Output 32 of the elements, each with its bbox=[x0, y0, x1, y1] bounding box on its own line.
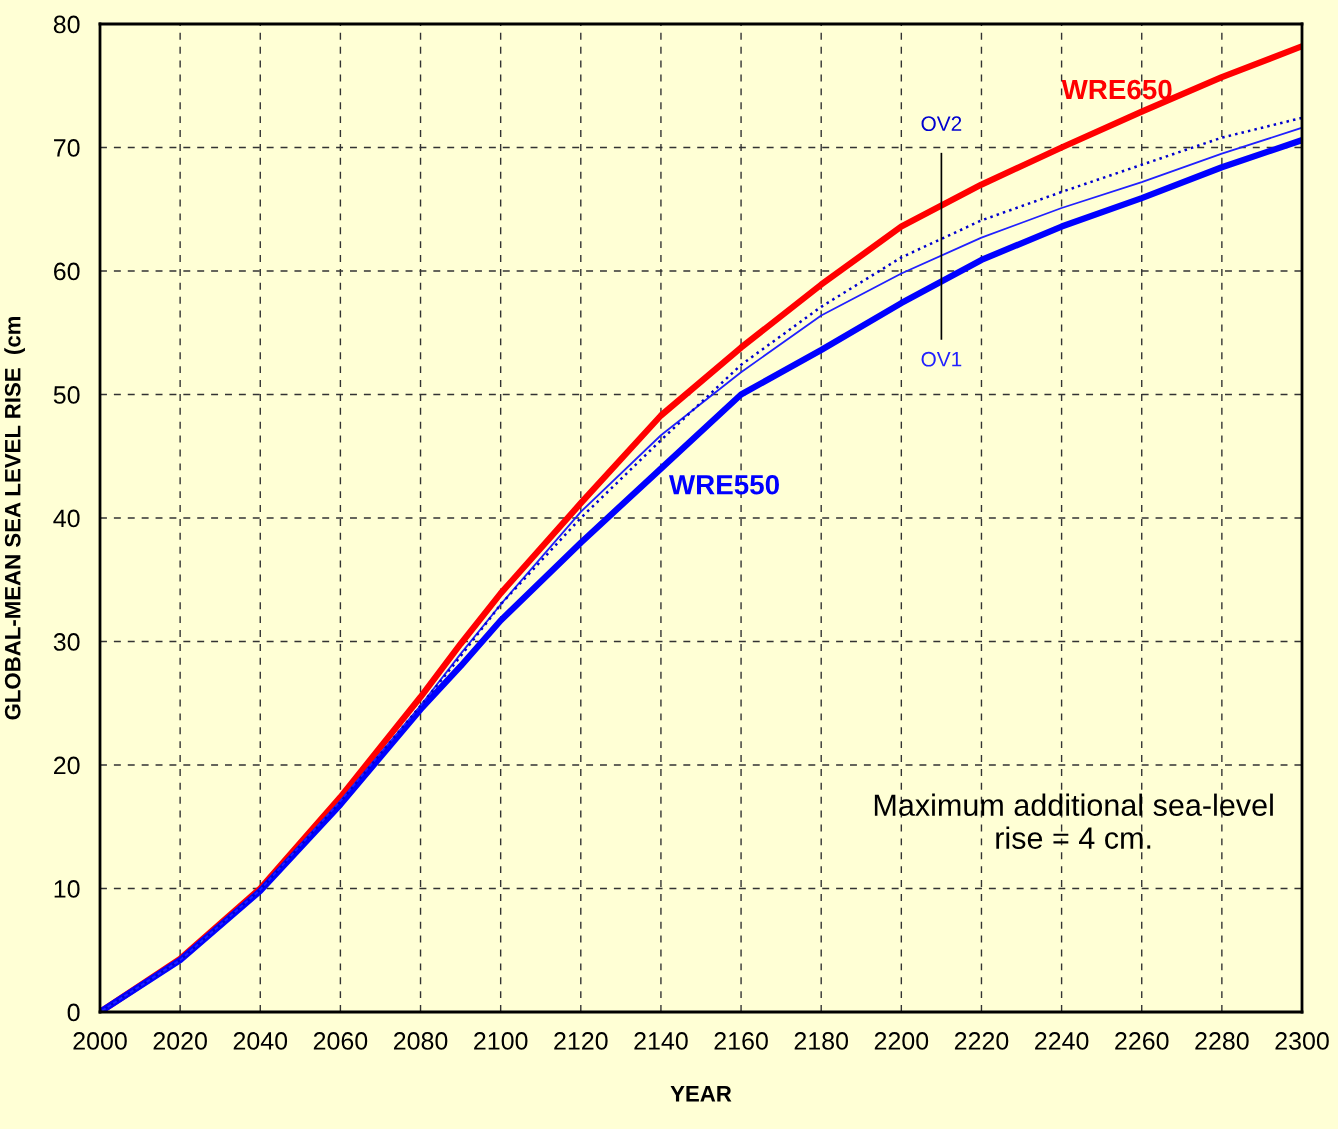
x-tick-label: 2120 bbox=[554, 1032, 608, 1050]
y-tick-label: 0 bbox=[67, 1003, 80, 1022]
x-tick-label: 2060 bbox=[313, 1032, 368, 1050]
y-axis-title: GLOBAL-MEAN SEA LEVEL RISE (cm bbox=[4, 316, 25, 720]
y-tick-label: 80 bbox=[53, 15, 80, 34]
x-tick-label: 2000 bbox=[73, 1032, 127, 1050]
annotation: Maximum additional sea-level rise = 4 cm. bbox=[874, 793, 1273, 849]
x-tick-label: 2040 bbox=[233, 1032, 288, 1050]
y-tick-label: 10 bbox=[54, 880, 80, 898]
x-tick-label: 2140 bbox=[634, 1032, 688, 1050]
text: OV1 bbox=[921, 351, 962, 367]
y-tick-label: 20 bbox=[54, 756, 80, 775]
series-label: WRE650 bbox=[1061, 79, 1172, 100]
x-tick-label: 2240 bbox=[1035, 1032, 1089, 1050]
x-tick-label: 2280 bbox=[1195, 1032, 1249, 1050]
x-tick-label: 2220 bbox=[954, 1032, 1009, 1050]
x-tick-label: 2260 bbox=[1115, 1032, 1169, 1050]
x-tick-label: 2300 bbox=[1275, 1032, 1329, 1050]
text: OV2 bbox=[921, 116, 962, 132]
x-tick-label: 2100 bbox=[474, 1032, 528, 1050]
series-label: WRE550 bbox=[668, 474, 779, 495]
y-tick-label: 40 bbox=[53, 509, 80, 528]
x-tick-label: 2160 bbox=[714, 1032, 768, 1050]
y-tick-label: 50 bbox=[53, 386, 80, 404]
y-tick-label: 70 bbox=[54, 139, 80, 157]
x-tick-label: 2020 bbox=[153, 1032, 207, 1050]
y-tick-label: 60 bbox=[54, 262, 80, 281]
x-axis-title: YEAR bbox=[670, 1086, 732, 1102]
x-tick-label: 2080 bbox=[393, 1032, 448, 1050]
y-tick-label: 30 bbox=[53, 633, 80, 651]
x-tick-label: 2180 bbox=[794, 1032, 849, 1050]
x-tick-label: 2200 bbox=[874, 1032, 929, 1050]
